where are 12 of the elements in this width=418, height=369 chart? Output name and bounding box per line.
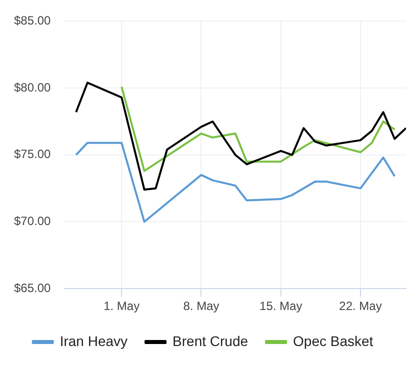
legend-label: Iran Heavy <box>60 332 128 349</box>
x-tick-label: 8. May <box>183 299 220 314</box>
y-tick-label: $80.00 <box>14 80 52 94</box>
y-tick-label: $70.00 <box>14 214 52 228</box>
x-tick-label: 15. May <box>260 299 302 314</box>
y-tick-label: $85.00 <box>14 14 52 28</box>
legend-label: Opec Basket <box>293 332 374 349</box>
x-tick-label: 1. May <box>104 299 140 314</box>
y-tick-label: $75.00 <box>14 147 52 162</box>
x-tick-label: 22. May <box>339 299 382 314</box>
legend-label: Brent Crude <box>172 332 248 349</box>
y-tick-label: $65.00 <box>14 280 52 295</box>
